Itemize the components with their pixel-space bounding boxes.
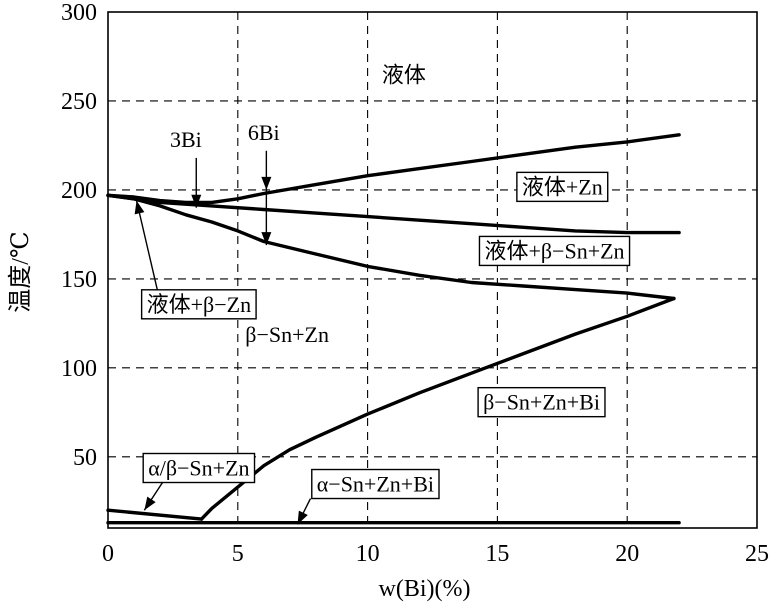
x-axis-title: w(Bi)(%) bbox=[379, 576, 471, 602]
phase-boundary-1 bbox=[106, 133, 681, 205]
y-tick-label: 150 bbox=[61, 267, 97, 293]
phase-boundary-2 bbox=[106, 193, 681, 235]
y-tick-labels: 50 100 150 200 250 300 bbox=[61, 0, 97, 471]
region-label-text: 液体+β−Sn+Zn bbox=[484, 238, 624, 263]
arrow-liquid-beta-zn bbox=[134, 200, 159, 290]
annotation-alpha-sn-zn-bi: α−Sn+Zn+Bi bbox=[311, 468, 440, 500]
annotation-3bi: 3Bi bbox=[170, 127, 202, 152]
x-tick-label: 0 bbox=[102, 541, 114, 567]
region-label-text: 液体+Zn bbox=[522, 174, 603, 199]
arrow-3bi bbox=[191, 157, 202, 208]
region-label-box bbox=[516, 171, 609, 203]
region-label-box bbox=[477, 386, 606, 418]
region-label-2: 液体+Zn bbox=[516, 171, 609, 203]
x-tick-label: 25 bbox=[745, 541, 769, 567]
x-tick-label: 5 bbox=[232, 541, 244, 567]
phase-boundary-5 bbox=[106, 508, 204, 521]
annotation-alpha-beta-sn-zn-text: α/β−Sn+Zn bbox=[148, 456, 249, 481]
annotation-liquid-beta-zn-box bbox=[140, 289, 257, 320]
annotation-liquid-beta-zn: 液体+β−Zn bbox=[140, 289, 257, 320]
region-label-box bbox=[478, 235, 631, 267]
region-label-text: 液体 bbox=[382, 62, 426, 87]
region-label-text: β−Sn+Zn bbox=[245, 322, 329, 347]
annotation-alpha-sn-zn-bi-text: α−Sn+Zn+Bi bbox=[317, 472, 434, 497]
y-tick-label: 100 bbox=[61, 356, 97, 382]
annotation-alpha-beta-sn-zn: α/β−Sn+Zn bbox=[142, 452, 256, 484]
x-tick-label: 20 bbox=[615, 541, 639, 567]
x-tick-label: 10 bbox=[356, 541, 380, 567]
y-tick-label: 50 bbox=[73, 445, 97, 471]
annotation-6bi: 6Bi bbox=[248, 120, 280, 145]
grid-lines bbox=[108, 12, 757, 528]
arrow-alpha-sn-zn-bi bbox=[296, 498, 312, 525]
plot-frame bbox=[107, 11, 758, 529]
x-tick-labels: 0 5 10 15 20 25 bbox=[102, 541, 769, 567]
phase-boundary-4 bbox=[199, 296, 676, 521]
y-tick-label: 200 bbox=[61, 178, 97, 204]
y-axis-title: 温度/℃ bbox=[7, 231, 34, 313]
region-label-1: 液体 bbox=[382, 62, 426, 87]
annotation-liquid-beta-zn-text: 液体+β−Zn bbox=[147, 292, 251, 317]
arrow-6bi-lower bbox=[261, 189, 272, 246]
region-label-4: β−Sn+Zn bbox=[245, 322, 329, 347]
annotation-alpha-beta-sn-zn-box bbox=[142, 452, 256, 484]
region-label-5: β−Sn+Zn+Bi bbox=[477, 386, 606, 418]
region-label-3: 液体+β−Sn+Zn bbox=[478, 235, 631, 267]
region-label-text: β−Sn+Zn+Bi bbox=[483, 390, 600, 415]
phase-boundary-3 bbox=[106, 193, 676, 301]
arrow-6bi-upper bbox=[261, 150, 272, 190]
y-tick-label: 250 bbox=[61, 89, 97, 115]
annotations: 3Bi 6Bi 液体+β−Zn α/β−Sn+Zn α−Sn+Zn+Bi bbox=[134, 120, 440, 525]
x-tick-label: 15 bbox=[485, 541, 509, 567]
y-tick-label: 300 bbox=[61, 0, 97, 26]
phase-boundaries bbox=[106, 133, 681, 525]
annotation-alpha-sn-zn-bi-box bbox=[311, 468, 440, 500]
arrow-alpha-beta bbox=[143, 482, 164, 511]
